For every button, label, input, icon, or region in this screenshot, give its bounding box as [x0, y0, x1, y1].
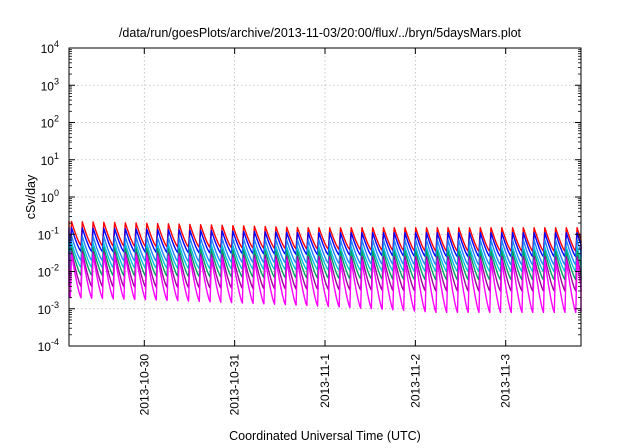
y-tick-label: 10-2	[38, 263, 59, 280]
y-tick-label: 10-3	[38, 300, 59, 317]
y-tick-label: 100	[41, 188, 59, 205]
x-tick-label: 2013-11-1	[318, 354, 332, 408]
y-tick-label: 102	[41, 114, 59, 131]
y-axis-label: cSv/day	[24, 174, 38, 219]
x-axis-label: Coordinated Universal Time (UTC)	[229, 429, 421, 443]
x-tick-label: 2013-10-31	[228, 354, 242, 416]
series-layer	[68, 220, 582, 314]
y-axis: 10-4 10-3 10-2 10-1 100 101 102 103 104	[38, 39, 581, 354]
y-tick-label: 10-1	[38, 225, 59, 242]
chart-title: /data/run/goesPlots/archive/2013-11-03/2…	[119, 26, 522, 40]
y-tick-label: 10-4	[38, 337, 59, 354]
series-line	[68, 253, 582, 314]
y-tick-label: 101	[41, 151, 59, 168]
x-tick-label: 2013-11-2	[408, 354, 422, 408]
x-axis: 2013-10-30 2013-10-31 2013-11-1 2013-11-2 20…	[137, 48, 513, 416]
y-tick-label: 104	[41, 39, 59, 56]
y-tick-label: 103	[41, 76, 59, 93]
x-tick-label: 2013-11-3	[499, 354, 513, 408]
grid	[69, 48, 581, 346]
x-tick-label: 2013-10-30	[137, 354, 151, 416]
